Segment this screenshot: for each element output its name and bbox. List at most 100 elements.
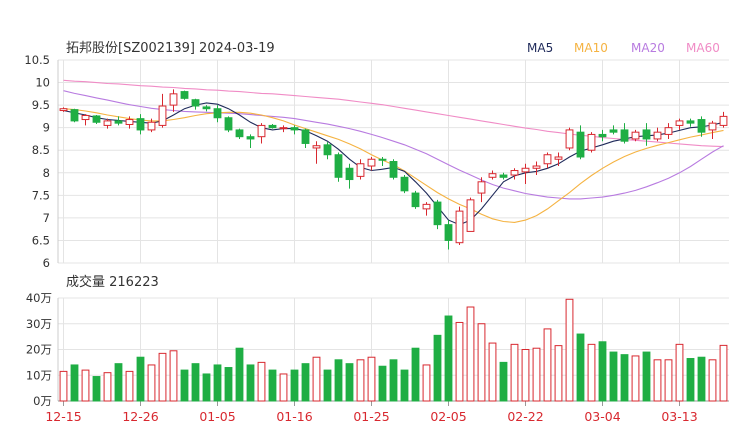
- candlestick: [631, 129, 640, 142]
- candlestick: [103, 118, 112, 129]
- candlestick: [59, 107, 68, 112]
- candle-body-up: [631, 131, 640, 140]
- candle-body-down: [136, 118, 145, 131]
- candlestick: [279, 125, 288, 133]
- candlestick: [455, 206, 464, 245]
- candlestick: [433, 199, 442, 230]
- candlestick: [642, 123, 651, 146]
- volume-bar: [81, 369, 90, 402]
- candle-body-down: [433, 201, 442, 226]
- price-y-tick: 10: [35, 76, 50, 90]
- candle-body-down: [268, 124, 277, 129]
- candlestick: [92, 115, 101, 125]
- candlestick: [70, 108, 79, 123]
- legend-ma60: MA60: [686, 41, 720, 55]
- candle-body-up: [455, 210, 464, 244]
- ma-legend: MA5 MA10 MA20 MA60: [527, 41, 720, 55]
- candle-body-down: [598, 133, 607, 138]
- candlestick: [400, 175, 409, 194]
- volume-bar: [136, 356, 145, 402]
- volume-bar: [70, 364, 79, 402]
- candlestick: [708, 120, 717, 139]
- legend-ma5: MA5: [527, 41, 553, 55]
- candle-body-down: [235, 129, 244, 138]
- candlestick: [180, 90, 189, 100]
- candlestick: [466, 197, 475, 232]
- candlestick: [378, 156, 387, 167]
- price-y-tick: 8.5: [32, 143, 50, 157]
- volume-bar: [312, 356, 321, 402]
- candlestick: [268, 124, 277, 129]
- volume-bar: [576, 333, 585, 402]
- candle-body-up: [422, 203, 431, 210]
- candle-body-down: [92, 115, 101, 123]
- volume-bar: [620, 354, 629, 402]
- candlestick: [136, 114, 145, 135]
- candle-body-down: [180, 91, 189, 99]
- candlestick: [411, 190, 420, 209]
- candlestick: [334, 152, 343, 182]
- candle-body-up: [103, 120, 112, 126]
- candle-body-up: [543, 154, 552, 165]
- candlestick: [235, 128, 244, 139]
- x-tick-label: 12-26: [122, 409, 158, 424]
- candlestick: [312, 141, 321, 164]
- price-y-tick: 10.5: [24, 53, 50, 67]
- volume-bar: [433, 334, 442, 402]
- volume-bar: [664, 359, 673, 402]
- candle-body-up: [356, 163, 365, 177]
- candlestick: [477, 177, 486, 203]
- volume-y-tick: 10万: [26, 368, 52, 382]
- candlestick: [664, 123, 673, 139]
- volume-bar: [455, 321, 464, 402]
- volume-bar: [532, 347, 541, 402]
- candlestick: [499, 172, 508, 180]
- candle-body-down: [290, 127, 299, 131]
- candle-body-down: [345, 167, 354, 181]
- volume-bar: [279, 373, 288, 402]
- candle-body-down: [213, 108, 222, 119]
- volume-bar: [719, 344, 728, 402]
- candle-body-down: [642, 129, 651, 140]
- volume-y-tick: 30万: [26, 317, 52, 331]
- candle-body-down: [389, 161, 398, 178]
- candle-body-down: [686, 120, 695, 124]
- candlestick: [675, 118, 684, 130]
- candlestick: [367, 156, 376, 171]
- candlestick: [389, 159, 398, 180]
- candle-body-down: [202, 106, 211, 110]
- volume-bar: [125, 370, 134, 402]
- volume-bar: [59, 370, 68, 402]
- candle-body-down: [411, 192, 420, 208]
- x-tick-label: 03-04: [584, 409, 620, 424]
- candlestick: [125, 116, 134, 129]
- volume-bar: [444, 315, 453, 402]
- candlestick: [114, 116, 123, 126]
- volume-bar: [323, 369, 332, 402]
- candlestick: [246, 134, 255, 148]
- candle-body-down: [620, 129, 629, 142]
- x-tick-label: 01-05: [199, 409, 235, 424]
- candlestick: [488, 170, 497, 180]
- volume-bar: [114, 363, 123, 402]
- candlestick: [554, 152, 563, 167]
- volume-bar: [103, 372, 112, 402]
- volume-bar: [631, 355, 640, 402]
- price-y-tick: 6.5: [32, 233, 50, 247]
- x-tick-label: 03-13: [661, 409, 697, 424]
- candle-body-down: [114, 120, 123, 124]
- volume-bar: [268, 369, 277, 402]
- volume-bar: [334, 359, 343, 402]
- volume-bar: [543, 328, 552, 402]
- candlestick: [653, 127, 662, 142]
- candle-body-up: [158, 105, 167, 126]
- candlestick: [158, 93, 167, 128]
- candle-body-down: [609, 129, 618, 133]
- candle-body-up: [488, 173, 497, 178]
- candlestick: [202, 105, 211, 112]
- candle-body-down: [191, 99, 200, 107]
- volume-bar: [356, 359, 365, 402]
- volume-bar: [345, 363, 354, 402]
- volume-bar: [565, 298, 574, 402]
